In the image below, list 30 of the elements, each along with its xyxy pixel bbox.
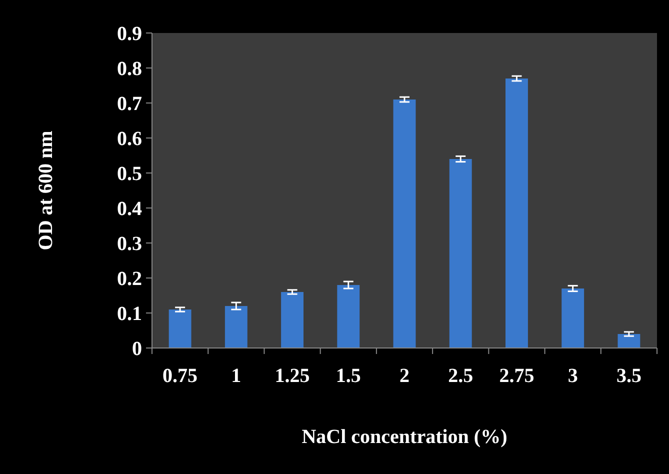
x-tick-label: 2 bbox=[400, 365, 410, 387]
y-tick-label: 0.8 bbox=[117, 58, 142, 80]
bar bbox=[337, 285, 360, 348]
x-tick-label: 1 bbox=[231, 365, 242, 387]
y-tick-label: 0.1 bbox=[117, 303, 142, 325]
bar bbox=[281, 292, 304, 348]
x-tick-label: 3 bbox=[568, 365, 578, 387]
y-tick-label: 0.4 bbox=[117, 198, 142, 220]
bar bbox=[224, 306, 248, 348]
y-tick-label: 0.2 bbox=[117, 268, 142, 290]
x-tick-label: 1.25 bbox=[274, 365, 310, 387]
x-axis-title: NaCl concentration (%) bbox=[302, 426, 508, 448]
bar bbox=[562, 288, 584, 348]
bar bbox=[618, 334, 640, 348]
y-tick-label: 0.3 bbox=[117, 233, 142, 255]
x-tick-label: 2.75 bbox=[499, 365, 534, 387]
y-tick-label: 0 bbox=[132, 338, 142, 360]
y-tick-label: 0.7 bbox=[117, 93, 142, 115]
y-tick-label: 0.6 bbox=[117, 128, 142, 150]
x-tick-label: 2.5 bbox=[448, 365, 474, 387]
x-tick-label: 0.75 bbox=[162, 365, 198, 387]
y-axis-title: OD at 600 nm bbox=[35, 130, 57, 250]
bar bbox=[168, 310, 192, 348]
bar bbox=[449, 159, 472, 348]
bar bbox=[506, 78, 528, 348]
x-tick-label: 3.5 bbox=[616, 365, 642, 387]
y-tick-label: 0.9 bbox=[117, 23, 142, 45]
bar bbox=[393, 100, 416, 348]
y-tick-label: 0.5 bbox=[117, 163, 142, 185]
x-tick-label: 1.5 bbox=[336, 365, 361, 387]
